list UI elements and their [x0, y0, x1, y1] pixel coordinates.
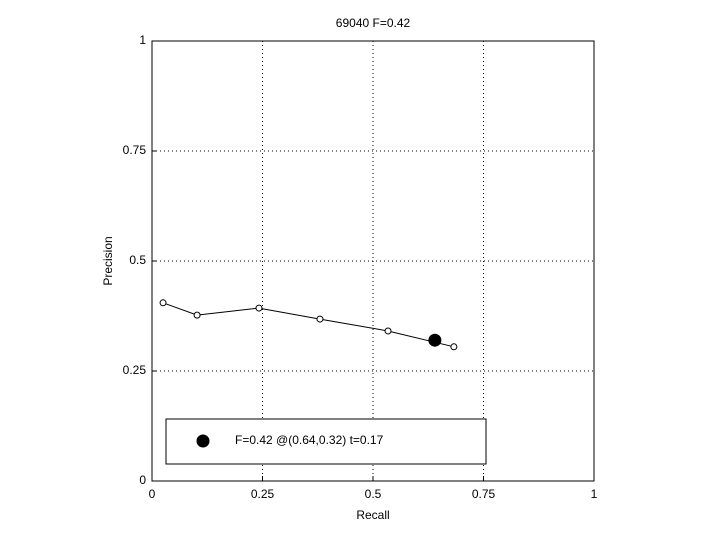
x-tick-label: 0.25 — [251, 487, 275, 501]
x-tick-label: 0.75 — [472, 487, 496, 501]
legend-marker — [196, 434, 210, 448]
y-tick-label: 0.25 — [123, 363, 147, 377]
x-tick-label: 0.5 — [365, 487, 382, 501]
point — [159, 299, 167, 307]
legend-label: F=0.42 @(0.64,0.32) t=0.17 — [235, 433, 384, 447]
y-tick-label: 0.75 — [123, 143, 147, 157]
x-tick-label: 0 — [149, 487, 156, 501]
point — [384, 327, 392, 335]
y-axis-label: Precision — [101, 236, 115, 285]
y-tick-label: 0.5 — [129, 253, 146, 267]
chart-title: 69040 F=0.42 — [336, 16, 411, 30]
x-axis-label: Recall — [356, 508, 389, 522]
axes-box — [151, 40, 595, 482]
legend-box — [165, 418, 487, 465]
point — [193, 311, 201, 319]
y-tick-label: 0 — [139, 473, 146, 487]
y-tick-label: 1 — [139, 33, 146, 47]
best-point — [428, 333, 442, 347]
point — [450, 343, 458, 351]
point — [255, 304, 263, 312]
x-tick-label: 1 — [591, 487, 598, 501]
point — [316, 315, 324, 323]
series-line — [162, 302, 455, 348]
